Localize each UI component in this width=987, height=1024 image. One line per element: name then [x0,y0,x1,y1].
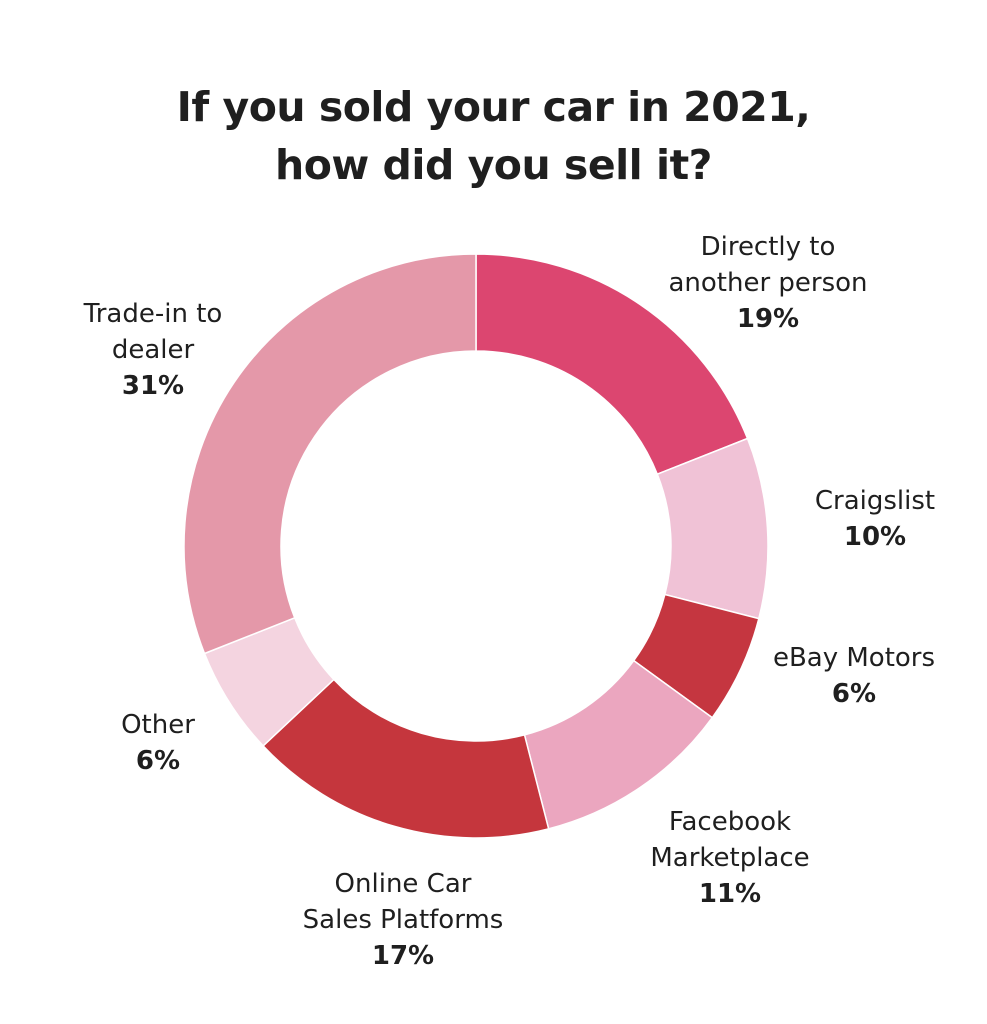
slice-value-label: 6% [135,746,181,776]
slice-label-line: eBay Motors [772,643,936,673]
slice-label-line: dealer [111,335,195,365]
slice-label-facebook-marketplace: Facebook Marketplace 11% [610,804,850,912]
slice-value-label: 19% [736,304,800,334]
slice-label-line: Directly to [700,232,836,262]
slice-label-line: Sales Platforms [302,905,504,935]
slice-label-online-car-sales-platforms: Online Car Sales Platforms 17% [258,866,548,974]
slice-label-line: Online Car [334,869,472,899]
slice-label-craigslist: Craigslist 10% [775,483,975,555]
slice-label-other: Other 6% [88,707,228,779]
slice-label-line: Trade-in to [83,299,223,329]
slice-label-ebay-motors: eBay Motors 6% [740,640,968,712]
slice-value-label: 11% [698,879,762,909]
chart-title-line-1: If you sold your car in 2021, [176,83,811,131]
slice-label-line: Facebook [668,807,792,837]
donut-slice-trade-in-to-dealer [183,253,477,655]
slice-label-directly-to-another-person: Directly to another person 19% [618,229,918,337]
slice-value-label: 10% [843,522,907,552]
slice-label-trade-in-to-dealer: Trade-in to dealer 31% [48,296,258,404]
slice-label-line: Other [121,710,195,740]
slice-label-line: another person [668,268,868,298]
slice-value-label: 31% [121,371,185,401]
slice-value-label: 17% [371,941,435,971]
slice-value-label: 6% [831,679,877,709]
slice-label-line: Marketplace [650,843,810,873]
chart-title: If you sold your car in 2021, how did yo… [0,78,987,194]
slice-label-line: Craigslist [814,486,936,516]
chart-title-line-2: how did you sell it? [275,141,712,189]
